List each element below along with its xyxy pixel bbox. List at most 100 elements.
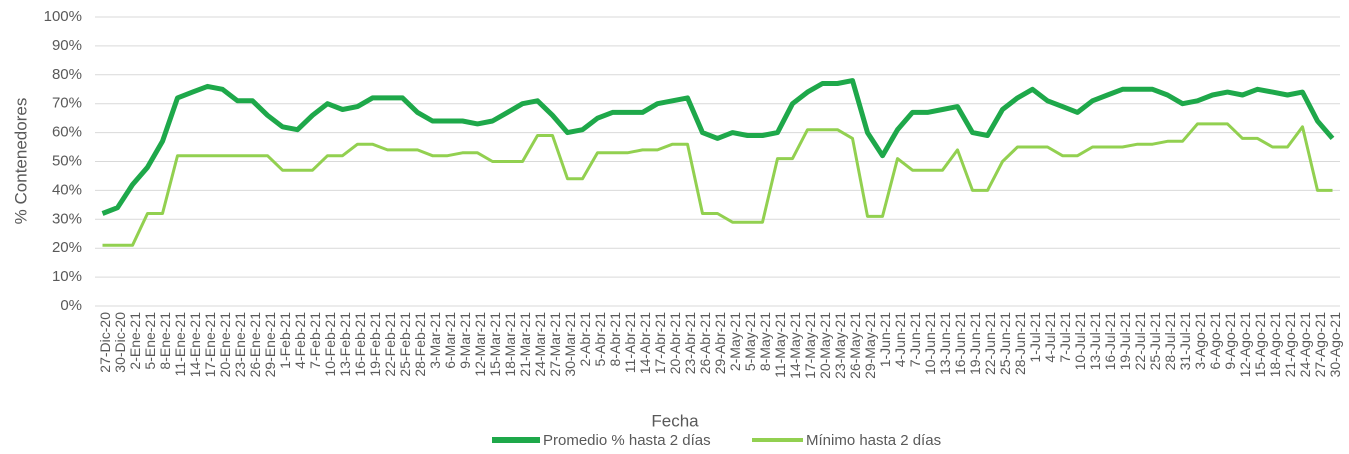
x-tick-label: 19-Feb-21 bbox=[367, 312, 383, 377]
x-tick-label: 26-May-21 bbox=[847, 312, 863, 379]
y-tick-label: 70% bbox=[52, 95, 82, 112]
x-tick-label: 26-Abr-21 bbox=[697, 312, 713, 374]
y-tick-label: 30% bbox=[52, 210, 82, 227]
legend-label: Mínimo hasta 2 días bbox=[806, 432, 941, 449]
x-tick-label: 12-Mar-21 bbox=[472, 312, 488, 377]
x-tick-label: 4-Jul-21 bbox=[1042, 312, 1058, 363]
y-tick-label: 60% bbox=[52, 124, 82, 141]
x-tick-label: 7-Jun-21 bbox=[907, 312, 923, 367]
x-tick-label: 31-Jul-21 bbox=[1177, 312, 1193, 371]
x-tick-label: 8-Ene-21 bbox=[157, 312, 173, 370]
x-tick-label: 5-May-21 bbox=[742, 312, 758, 371]
x-tick-label: 28-Jun-21 bbox=[1012, 312, 1028, 375]
x-tick-label: 25-Jun-21 bbox=[997, 312, 1013, 375]
x-tick-label: 23-May-21 bbox=[832, 312, 848, 379]
x-tick-label: 27-Dic-20 bbox=[97, 312, 113, 373]
x-tick-label: 14-May-21 bbox=[787, 312, 803, 379]
x-tick-label: 1-Feb-21 bbox=[277, 312, 293, 369]
x-tick-label: 18-Mar-21 bbox=[502, 312, 518, 377]
x-tick-label: 1-Jul-21 bbox=[1027, 312, 1043, 363]
x-tick-label: 20-Ene-21 bbox=[217, 312, 233, 378]
x-tick-label: 29-May-21 bbox=[862, 312, 878, 379]
x-tick-label: 15-Ago-21 bbox=[1252, 312, 1268, 378]
x-tick-label: 10-Feb-21 bbox=[322, 312, 338, 377]
x-tick-label: 14-Abr-21 bbox=[637, 312, 653, 374]
series-line bbox=[101, 78, 1335, 216]
x-tick-label: 29-Ene-21 bbox=[262, 312, 278, 378]
x-tick-label: 19-Jul-21 bbox=[1117, 312, 1133, 371]
x-tick-label: 7-Jul-21 bbox=[1057, 312, 1073, 363]
x-tick-label: 10-Jul-21 bbox=[1072, 312, 1088, 371]
x-tick-label: 23-Ene-21 bbox=[232, 312, 248, 378]
x-tick-label: 5-Abr-21 bbox=[592, 312, 608, 367]
y-tick-label: 0% bbox=[60, 297, 82, 314]
x-tick-label: 16-Jun-21 bbox=[952, 312, 968, 375]
x-tick-label: 25-Jul-21 bbox=[1147, 312, 1163, 371]
x-tick-label: 23-Abr-21 bbox=[682, 312, 698, 374]
y-tick-label: 80% bbox=[52, 66, 82, 83]
x-tick-label: 9-Ago-21 bbox=[1222, 312, 1238, 370]
x-axis-title: Fecha bbox=[651, 411, 699, 430]
x-tick-label: 30-Mar-21 bbox=[562, 312, 578, 377]
y-tick-label: 100% bbox=[44, 8, 82, 25]
x-tick-label: 28-Jul-21 bbox=[1162, 312, 1178, 371]
series-line bbox=[102, 122, 1333, 247]
x-tick-label: 26-Ene-21 bbox=[247, 312, 263, 378]
x-tick-label: 19-Jun-21 bbox=[967, 312, 983, 375]
x-tick-label: 2-Ene-21 bbox=[127, 312, 143, 370]
x-tick-label: 17-May-21 bbox=[802, 312, 818, 379]
x-tick-label: 24-Mar-21 bbox=[532, 312, 548, 377]
x-tick-label: 28-Feb-21 bbox=[412, 312, 428, 377]
y-tick-label: 50% bbox=[52, 152, 82, 169]
x-tick-label: 2-Abr-21 bbox=[577, 312, 593, 367]
x-tick-label: 13-Jul-21 bbox=[1087, 312, 1103, 371]
legend-label: Promedio % hasta 2 días bbox=[543, 432, 711, 449]
x-tick-label: 2-May-21 bbox=[727, 312, 743, 371]
x-tick-label: 3-Mar-21 bbox=[427, 312, 443, 369]
x-tick-label: 9-Mar-21 bbox=[457, 312, 473, 369]
x-tick-label: 22-Jul-21 bbox=[1132, 312, 1148, 371]
y-tick-label: 10% bbox=[52, 268, 82, 285]
x-tick-label: 17-Abr-21 bbox=[652, 312, 668, 374]
x-tick-label: 22-Feb-21 bbox=[382, 312, 398, 377]
y-tick-label: 40% bbox=[52, 181, 82, 198]
x-tick-label: 20-May-21 bbox=[817, 312, 833, 379]
x-tick-label: 30-Ago-21 bbox=[1327, 312, 1343, 378]
x-tick-label: 20-Abr-21 bbox=[667, 312, 683, 374]
x-tick-label: 13-Jun-21 bbox=[937, 312, 953, 375]
x-tick-label: 4-Feb-21 bbox=[292, 312, 308, 369]
x-tick-label: 16-Feb-21 bbox=[352, 312, 368, 377]
x-tick-label: 25-Feb-21 bbox=[397, 312, 413, 377]
x-tick-label: 3-Ago-21 bbox=[1192, 312, 1208, 370]
x-tick-label: 11-May-21 bbox=[772, 312, 788, 378]
x-tick-label: 30-Dic-20 bbox=[112, 312, 128, 373]
y-axis-title: % Contenedores bbox=[11, 98, 30, 225]
x-tick-label: 11-Abr-21 bbox=[622, 312, 638, 373]
x-tick-label: 21-Ago-21 bbox=[1282, 312, 1298, 378]
x-tick-label: 4-Jun-21 bbox=[892, 312, 908, 367]
x-tick-label: 8-Abr-21 bbox=[607, 312, 623, 367]
x-tick-label: 12-Ago-21 bbox=[1237, 312, 1253, 378]
x-tick-label: 14-Ene-21 bbox=[187, 312, 203, 378]
x-tick-label: 11-Ene-21 bbox=[172, 312, 188, 377]
x-tick-label: 18-Ago-21 bbox=[1267, 312, 1283, 378]
x-tick-label: 5-Ene-21 bbox=[142, 312, 158, 370]
x-tick-label: 6-Mar-21 bbox=[442, 312, 458, 369]
y-tick-label: 90% bbox=[52, 37, 82, 54]
x-tick-label: 7-Feb-21 bbox=[307, 312, 323, 369]
x-tick-label: 6-Ago-21 bbox=[1207, 312, 1223, 370]
x-tick-label: 17-Ene-21 bbox=[202, 312, 218, 378]
x-tick-label: 16-Jul-21 bbox=[1102, 312, 1118, 371]
x-tick-label: 8-May-21 bbox=[757, 312, 773, 371]
x-tick-label: 27-Ago-21 bbox=[1312, 312, 1328, 378]
x-tick-label: 15-Mar-21 bbox=[487, 312, 503, 377]
x-tick-label: 29-Abr-21 bbox=[712, 312, 728, 374]
x-tick-label: 1-Jun-21 bbox=[877, 312, 893, 367]
y-tick-label: 20% bbox=[52, 239, 82, 256]
x-tick-label: 22-Jun-21 bbox=[982, 312, 998, 375]
x-tick-label: 10-Jun-21 bbox=[922, 312, 938, 375]
x-tick-label: 27-Mar-21 bbox=[547, 312, 563, 377]
x-tick-label: 21-Mar-21 bbox=[517, 312, 533, 377]
x-tick-label: 13-Feb-21 bbox=[337, 312, 353, 377]
